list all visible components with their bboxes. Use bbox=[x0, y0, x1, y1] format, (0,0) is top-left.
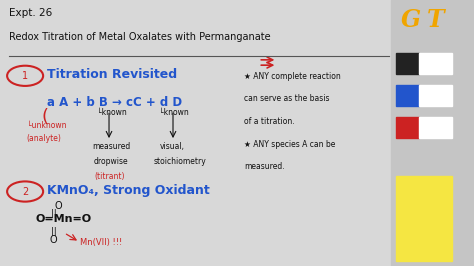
Text: Expt. 26: Expt. 26 bbox=[9, 8, 53, 18]
Text: └unknown: └unknown bbox=[27, 121, 67, 130]
Bar bbox=[419, 117, 452, 138]
Text: KMnO₄, Strong Oxidant: KMnO₄, Strong Oxidant bbox=[47, 184, 210, 197]
Text: Mn(VII) !!!: Mn(VII) !!! bbox=[80, 238, 122, 247]
Text: O: O bbox=[50, 235, 57, 246]
Text: measured: measured bbox=[92, 142, 131, 151]
Text: ★ ANY complete reaction: ★ ANY complete reaction bbox=[244, 72, 341, 81]
Text: O=Mn=O: O=Mn=O bbox=[36, 214, 91, 224]
Text: a A + b B → cC + d D: a A + b B → cC + d D bbox=[47, 96, 182, 109]
Text: of a titration.: of a titration. bbox=[244, 117, 295, 126]
Text: G: G bbox=[401, 8, 421, 32]
Bar bbox=[396, 85, 419, 106]
Bar bbox=[419, 53, 452, 74]
Text: └known: └known bbox=[97, 108, 127, 117]
Text: 2: 2 bbox=[22, 186, 28, 197]
Text: (titrant): (titrant) bbox=[95, 172, 125, 181]
Bar bbox=[396, 117, 419, 138]
Text: O: O bbox=[55, 201, 62, 211]
Bar bbox=[396, 53, 419, 74]
Text: can serve as the basis: can serve as the basis bbox=[244, 94, 329, 103]
Text: stoichiometry: stoichiometry bbox=[154, 157, 207, 166]
Text: 1: 1 bbox=[22, 71, 28, 81]
Text: dropwise: dropwise bbox=[93, 157, 128, 166]
Text: (analyte): (analyte) bbox=[26, 134, 61, 143]
Bar bbox=[419, 85, 452, 106]
Text: ★ ANY species A can be: ★ ANY species A can be bbox=[244, 140, 336, 149]
Text: (: ( bbox=[42, 108, 49, 126]
Text: Titration Revisited: Titration Revisited bbox=[47, 68, 178, 81]
Text: measured.: measured. bbox=[244, 162, 285, 171]
Text: ||: || bbox=[51, 209, 57, 218]
Text: T: T bbox=[427, 8, 445, 32]
Bar bbox=[396, 176, 452, 261]
Text: └known: └known bbox=[159, 108, 189, 117]
Text: visual,: visual, bbox=[160, 142, 185, 151]
Text: ||: || bbox=[51, 227, 57, 236]
Bar bbox=[391, 0, 474, 266]
Text: Redox Titration of Metal Oxalates with Permanganate: Redox Titration of Metal Oxalates with P… bbox=[9, 32, 271, 42]
